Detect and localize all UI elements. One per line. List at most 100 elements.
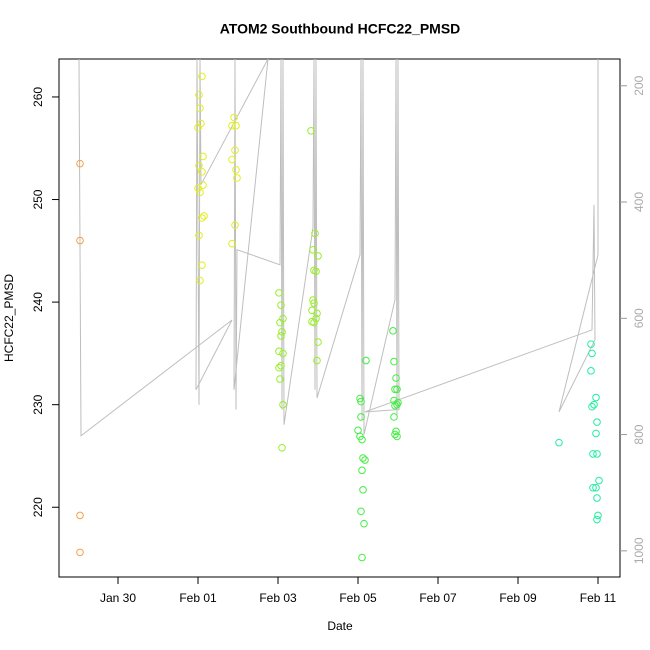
data-point <box>358 435 366 444</box>
data-point <box>358 466 366 475</box>
data-point <box>76 511 84 520</box>
data-point <box>196 188 204 197</box>
data-point <box>277 361 285 370</box>
data-point <box>76 159 84 168</box>
data-point <box>390 357 398 366</box>
data-point <box>276 318 284 327</box>
data-point <box>356 394 364 403</box>
data-point <box>313 309 321 318</box>
data-point <box>357 397 365 406</box>
data-point <box>593 450 601 458</box>
x-tick-label: Feb 01 <box>179 591 217 605</box>
data-point <box>232 121 240 130</box>
data-point <box>310 299 318 307</box>
data-point <box>232 165 240 174</box>
chart-title: ATOM2 Southbound HCFC22_PMSD <box>220 21 461 37</box>
data-point <box>592 393 600 402</box>
data-point <box>590 400 598 409</box>
data-point <box>592 483 600 492</box>
y-tick-label: 220 <box>31 497 45 517</box>
data-point <box>195 231 203 240</box>
data-point <box>360 519 368 528</box>
data-point <box>196 104 204 113</box>
data-point <box>228 155 236 164</box>
data-point <box>312 267 320 276</box>
data-point <box>231 221 239 229</box>
data-point <box>555 438 563 447</box>
y2-tick-label: 800 <box>632 424 646 444</box>
data-point <box>357 413 365 421</box>
data-point <box>196 276 204 285</box>
data-point <box>358 553 366 562</box>
data-point <box>199 152 207 161</box>
data-point <box>275 363 283 372</box>
data-point <box>361 456 369 464</box>
data-point <box>593 418 601 426</box>
x-tick-label: Feb 11 <box>580 591 617 605</box>
data-point <box>230 113 238 122</box>
data-point <box>233 174 241 182</box>
data-point <box>199 181 207 189</box>
data-point <box>195 91 203 99</box>
y-tick-label: 230 <box>31 394 45 414</box>
data-point <box>589 450 597 458</box>
data-point <box>595 476 603 485</box>
y2-tick-label: 600 <box>632 308 646 328</box>
data-point <box>275 347 283 356</box>
data-point <box>278 328 286 336</box>
data-point <box>76 236 84 245</box>
data-point <box>359 486 367 494</box>
x-tick-label: Feb 09 <box>499 591 537 605</box>
data-point <box>228 239 236 248</box>
data-point <box>307 127 315 135</box>
data-point <box>195 161 203 170</box>
data-point <box>359 454 367 462</box>
data-point <box>198 214 206 222</box>
data-point <box>587 340 595 348</box>
data-point <box>279 400 287 409</box>
y-axis-label: HCFC22_PMSD <box>2 274 16 362</box>
data-point <box>393 400 401 409</box>
data-point <box>389 327 397 335</box>
y-tick-label: 260 <box>31 87 45 107</box>
data-point <box>392 374 400 382</box>
data-point <box>311 229 319 238</box>
data-point <box>276 375 284 383</box>
x-tick-label: Feb 07 <box>419 591 457 605</box>
data-point <box>76 548 84 557</box>
data-point <box>313 356 321 365</box>
x-tick-label: Jan 30 <box>100 591 136 605</box>
data-point <box>275 289 283 297</box>
data-point <box>278 443 286 452</box>
data-point <box>391 430 399 439</box>
data-point <box>390 413 398 421</box>
pressure-line <box>78 58 599 437</box>
y2-tick-label: 200 <box>632 75 646 95</box>
data-point <box>392 427 400 436</box>
y-tick-label: 240 <box>31 292 45 312</box>
data-point <box>198 72 206 81</box>
data-point <box>277 301 285 309</box>
data-point <box>588 402 596 411</box>
y2-tick-label: 400 <box>632 192 646 212</box>
data-point <box>309 296 317 304</box>
data-point <box>198 261 206 269</box>
data-point <box>228 121 236 130</box>
data-point <box>198 168 206 176</box>
data-point <box>309 245 317 254</box>
data-point <box>314 338 322 346</box>
data-point <box>391 385 399 394</box>
data-point <box>592 429 600 438</box>
y2-tick-label: 1000 <box>632 537 646 564</box>
x-tick-label: Feb 05 <box>339 591 377 605</box>
data-point <box>594 511 602 520</box>
data-point <box>589 483 597 492</box>
x-tick-label: Feb 03 <box>259 591 297 605</box>
data-point <box>593 515 601 524</box>
data-point <box>314 252 322 260</box>
data-point <box>593 494 601 502</box>
data-point <box>197 119 205 128</box>
